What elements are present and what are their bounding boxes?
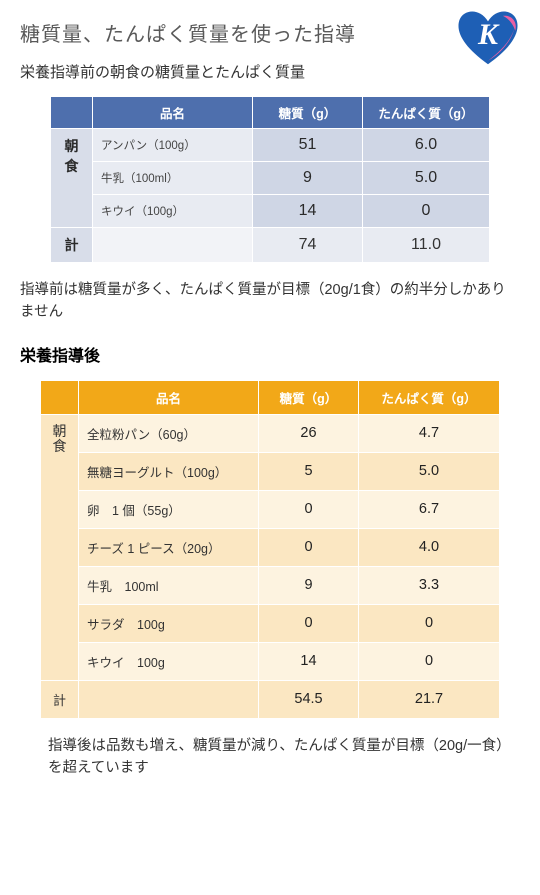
table-total-row: 計 54.5 21.7 — [41, 680, 500, 718]
cell-name: 無糖ヨーグルト（100g） — [79, 452, 259, 490]
col-name: 品名 — [79, 380, 259, 414]
cell-protein: 0 — [359, 642, 500, 680]
cell-protein: 5.0 — [363, 162, 490, 195]
cell-name: チーズ 1 ピース（20g） — [79, 528, 259, 566]
cell-protein-total: 21.7 — [359, 680, 500, 718]
cell-carb: 9 — [253, 162, 363, 195]
table-row: サラダ 100g 0 0 — [41, 604, 500, 642]
cell-name: 全粒粉パン（60g） — [79, 414, 259, 452]
brand-logo: K — [454, 6, 522, 68]
cell-carb: 0 — [259, 604, 359, 642]
cell-carb: 0 — [259, 490, 359, 528]
table-row: チーズ 1 ピース（20g） 0 4.0 — [41, 528, 500, 566]
cell-carb-total: 74 — [253, 228, 363, 263]
section-subtitle-before: 栄養指導前の朝食の糖質量とたんぱく質量 — [20, 61, 520, 82]
table-row: 朝食 アンパン（100g） 51 6.0 — [51, 129, 490, 162]
cell-blank — [93, 228, 253, 263]
table-total-row: 計 74 11.0 — [51, 228, 490, 263]
col-blank — [51, 97, 93, 129]
col-carb: 糖質（g） — [259, 380, 359, 414]
cell-protein: 3.3 — [359, 566, 500, 604]
cell-name: 牛乳（100ml） — [93, 162, 253, 195]
table-row: 無糖ヨーグルト（100g） 5 5.0 — [41, 452, 500, 490]
page-title: 糖質量、たんぱく質量を使った指導 — [20, 18, 520, 47]
cell-protein: 4.0 — [359, 528, 500, 566]
table-row: 卵 1 個（55g） 0 6.7 — [41, 490, 500, 528]
cell-name: サラダ 100g — [79, 604, 259, 642]
col-name: 品名 — [93, 97, 253, 129]
note-after: 指導後は品数も増え、糖質量が減り、たんぱく質量が目標（20g/一食）を超えていま… — [48, 735, 520, 780]
cell-protein: 5.0 — [359, 452, 500, 490]
cell-name: キウイ 100g — [79, 642, 259, 680]
cell-protein: 6.7 — [359, 490, 500, 528]
cell-carb: 14 — [259, 642, 359, 680]
table-before: 品名 糖質（g） たんぱく質（g） 朝食 アンパン（100g） 51 6.0 牛… — [50, 96, 490, 263]
col-protein: たんぱく質（g） — [363, 97, 490, 129]
cell-carb: 26 — [259, 414, 359, 452]
cell-carb: 9 — [259, 566, 359, 604]
col-protein: たんぱく質（g） — [359, 380, 500, 414]
table-row: 牛乳（100ml） 9 5.0 — [51, 162, 490, 195]
cell-carb: 0 — [259, 528, 359, 566]
cell-carb: 5 — [259, 452, 359, 490]
cell-name: 卵 1 個（55g） — [79, 490, 259, 528]
table-row: キウイ（100g） 14 0 — [51, 195, 490, 228]
cell-protein: 0 — [359, 604, 500, 642]
cell-blank — [79, 680, 259, 718]
table-row: 朝食 全粒粉パン（60g） 26 4.7 — [41, 414, 500, 452]
cell-protein-total: 11.0 — [363, 228, 490, 263]
cell-protein: 6.0 — [363, 129, 490, 162]
section-heading-after: 栄養指導後 — [20, 342, 520, 366]
col-blank — [41, 380, 79, 414]
col-carb: 糖質（g） — [253, 97, 363, 129]
cell-name: 牛乳 100ml — [79, 566, 259, 604]
cell-name: キウイ（100g） — [93, 195, 253, 228]
table-row: 牛乳 100ml 9 3.3 — [41, 566, 500, 604]
cell-name: アンパン（100g） — [93, 129, 253, 162]
svg-text:K: K — [477, 18, 500, 51]
total-label: 計 — [41, 680, 79, 718]
cell-carb-total: 54.5 — [259, 680, 359, 718]
group-label: 朝食 — [41, 414, 79, 680]
table-row: キウイ 100g 14 0 — [41, 642, 500, 680]
cell-protein: 0 — [363, 195, 490, 228]
note-before: 指導前は糖質量が多く、たんぱく質量が目標（20g/1食）の約半分しかありません — [20, 279, 520, 324]
table-after: 品名 糖質（g） たんぱく質（g） 朝食 全粒粉パン（60g） 26 4.7 無… — [40, 380, 500, 719]
cell-carb: 51 — [253, 129, 363, 162]
group-label: 朝食 — [51, 129, 93, 228]
total-label: 計 — [51, 228, 93, 263]
cell-carb: 14 — [253, 195, 363, 228]
cell-protein: 4.7 — [359, 414, 500, 452]
